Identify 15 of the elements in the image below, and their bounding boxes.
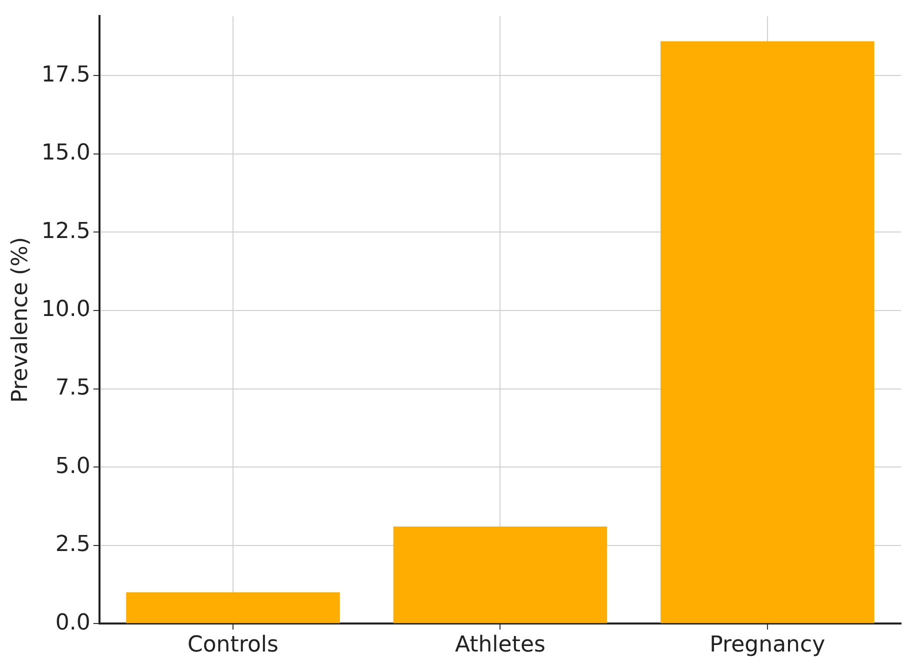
y-axis-title: Prevalence (%) bbox=[8, 237, 33, 403]
y-tick-label: 15.0 bbox=[41, 140, 90, 166]
x-tick-label: Controls bbox=[187, 632, 278, 658]
y-tick-label: 10.0 bbox=[41, 297, 90, 322]
bar bbox=[126, 592, 340, 624]
bar bbox=[660, 41, 874, 624]
x-tick-label: Athletes bbox=[454, 632, 546, 658]
y-tick-label: 17.5 bbox=[41, 62, 90, 88]
y-tick-label: 7.5 bbox=[55, 376, 90, 400]
y-tick-label: 5.0 bbox=[55, 454, 90, 479]
bar bbox=[393, 526, 608, 624]
y-tick-label: 2.5 bbox=[55, 532, 90, 558]
x-tick-label: Pregnancy bbox=[710, 632, 826, 658]
y-tick-label: 12.5 bbox=[41, 218, 90, 244]
y-tick-label: 0.0 bbox=[55, 610, 90, 636]
